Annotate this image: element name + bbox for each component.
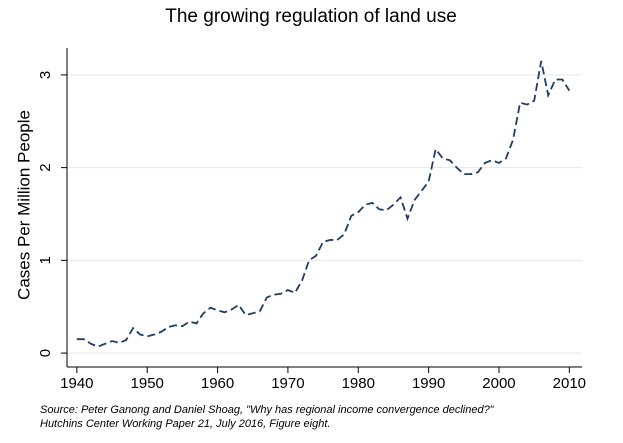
y-axis-title: Cases Per Million People xyxy=(14,110,33,300)
y-tick-label: 1 xyxy=(37,256,54,264)
x-tick-label: 1970 xyxy=(271,375,304,392)
chart-title: The growing regulation of land use xyxy=(165,6,457,27)
y-tick-label: 3 xyxy=(37,71,54,79)
y-tick-label: 2 xyxy=(37,163,54,171)
data-line xyxy=(76,60,571,348)
x-tick-label: 2000 xyxy=(482,375,515,392)
x-tick-label: 1980 xyxy=(342,375,375,392)
x-tick-label: 1990 xyxy=(412,375,445,392)
x-tick-label: 2010 xyxy=(553,375,586,392)
x-tick-label: 1950 xyxy=(131,375,164,392)
x-tick-label: 1960 xyxy=(201,375,234,392)
source-line: Source: Peter Ganong and Daniel Shoag, "… xyxy=(40,404,495,416)
x-tick-label: 1940 xyxy=(60,375,93,392)
source-line: Hutchins Center Working Paper 21, July 2… xyxy=(40,418,330,430)
y-tick-label: 0 xyxy=(37,349,54,357)
